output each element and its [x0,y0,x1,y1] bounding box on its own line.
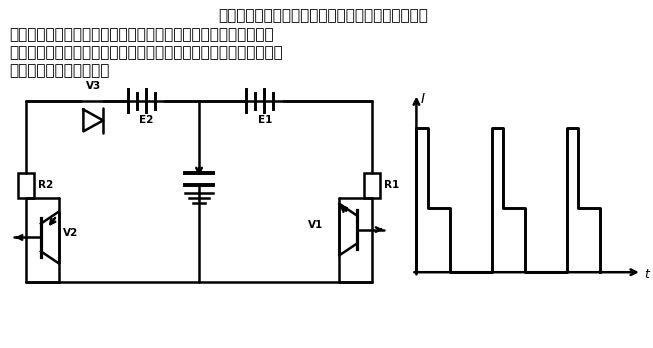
Text: 一个是低压回路，通常是高压击穿间隙，低压进行放电、腐蚀加工，: 一个是低压回路，通常是高压击穿间隙，低压进行放电、腐蚀加工， [9,45,283,60]
Text: $I$: $I$ [421,92,426,106]
Text: 所示为高低压复合晶体管脉冲电源示意图和波形图。: 所示为高低压复合晶体管脉冲电源示意图和波形图。 [219,8,428,23]
Text: R1: R1 [384,180,399,190]
Text: 得到了较好的加工效果。: 得到了较好的加工效果。 [9,63,110,78]
Text: V3: V3 [86,81,101,91]
Text: R2: R2 [38,180,53,190]
Text: E2: E2 [139,116,153,126]
Bar [18,173,34,198]
Text: V1: V1 [308,220,323,230]
Bar [364,173,380,198]
Text: 这个复合晶体管脉冲电源是有两个回路组成的，一个是高压回路，: 这个复合晶体管脉冲电源是有两个回路组成的，一个是高压回路， [9,27,274,42]
Text: V2: V2 [63,228,78,238]
Text: E1: E1 [257,116,272,126]
Text: $t$: $t$ [644,268,651,281]
